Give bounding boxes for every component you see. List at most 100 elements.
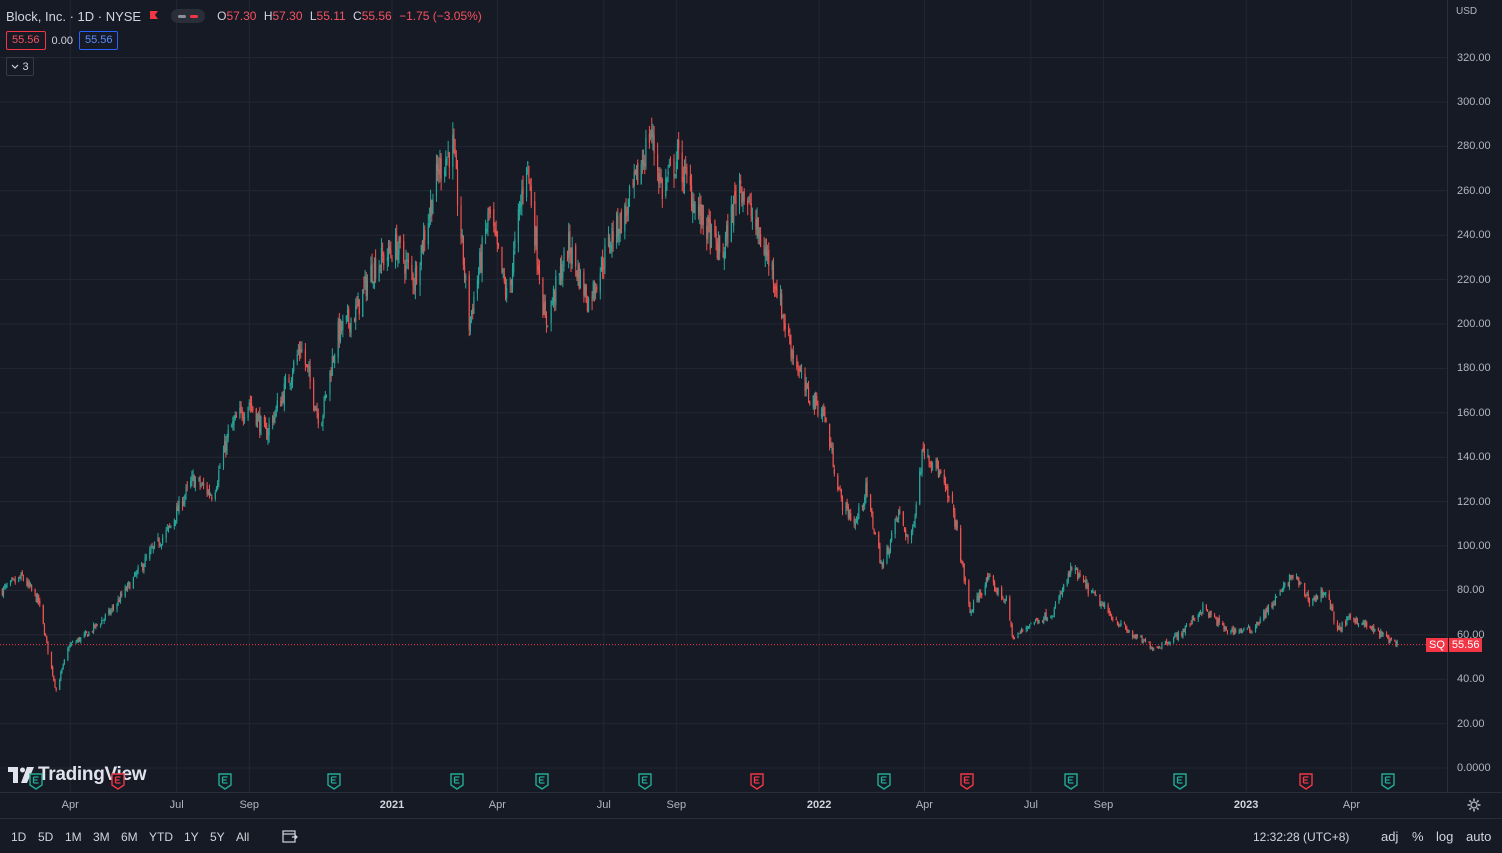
scale-option-button[interactable]: % bbox=[1412, 829, 1424, 844]
earnings-marker-icon[interactable] bbox=[876, 773, 892, 790]
earnings-marker-icon[interactable] bbox=[959, 773, 975, 790]
candle-body bbox=[169, 525, 171, 527]
candle-body bbox=[117, 598, 119, 604]
candle-body bbox=[902, 511, 904, 526]
candle-body bbox=[375, 258, 377, 279]
candle-body bbox=[1158, 647, 1161, 649]
range-button[interactable]: 1Y bbox=[184, 830, 199, 844]
earnings-marker-icon[interactable] bbox=[1380, 773, 1396, 790]
candle-body bbox=[143, 565, 145, 572]
candle-body bbox=[1387, 636, 1389, 639]
candle-body bbox=[538, 267, 541, 281]
indicators-toggle[interactable]: 3 bbox=[6, 57, 34, 76]
candle-body bbox=[1218, 617, 1220, 623]
sell-price[interactable]: 55.56 bbox=[6, 31, 46, 50]
candle-body bbox=[1085, 579, 1087, 588]
currency-label[interactable]: USD bbox=[1456, 6, 1478, 17]
candle-body bbox=[1183, 629, 1185, 633]
close-value: 55.56 bbox=[361, 9, 392, 23]
open-value: 57.30 bbox=[226, 9, 257, 23]
candle-body bbox=[1142, 640, 1144, 643]
earnings-marker-icon[interactable] bbox=[326, 773, 342, 790]
y-tick-label: 60.00 bbox=[1457, 628, 1485, 641]
earnings-marker-icon[interactable] bbox=[1063, 773, 1079, 790]
earnings-marker-icon[interactable] bbox=[534, 773, 550, 790]
gear-icon[interactable] bbox=[1467, 798, 1481, 812]
candle-body bbox=[869, 494, 872, 509]
y-tick-label: 20.00 bbox=[1457, 717, 1485, 730]
earnings-marker-icon[interactable] bbox=[449, 773, 465, 790]
candle-body bbox=[1019, 632, 1021, 634]
scale-option-button[interactable]: adj bbox=[1381, 829, 1399, 844]
chart-area[interactable] bbox=[0, 0, 1447, 792]
candle-body bbox=[1071, 567, 1073, 570]
candle-body bbox=[798, 369, 800, 371]
date-range-icon[interactable] bbox=[282, 829, 298, 843]
range-button[interactable]: All bbox=[236, 830, 250, 844]
range-button[interactable]: 6M bbox=[121, 830, 138, 844]
candle-body bbox=[42, 604, 44, 624]
range-button[interactable]: YTD bbox=[149, 830, 173, 844]
indicators-count: 3 bbox=[22, 60, 29, 73]
candle-body bbox=[1157, 648, 1160, 649]
candle-body bbox=[1243, 628, 1245, 630]
scale-option-button[interactable]: auto bbox=[1466, 829, 1492, 844]
earnings-marker-icon[interactable] bbox=[749, 773, 765, 790]
visibility-toggle[interactable] bbox=[171, 9, 206, 23]
earnings-marker-icon[interactable] bbox=[1298, 773, 1314, 790]
clock-time[interactable]: 12:32:28 (UTC+8) bbox=[1253, 830, 1350, 844]
earnings-marker-icon[interactable] bbox=[637, 773, 653, 790]
range-button[interactable]: 5D bbox=[38, 830, 54, 844]
candle-body bbox=[1305, 595, 1307, 596]
candle-body bbox=[1345, 621, 1347, 625]
candle-body bbox=[751, 216, 753, 220]
candle-body bbox=[707, 216, 709, 237]
earnings-marker-icon[interactable] bbox=[1172, 773, 1188, 790]
scale-option-button[interactable]: log bbox=[1436, 829, 1454, 844]
price-chart[interactable] bbox=[0, 0, 1447, 792]
candle-body bbox=[233, 420, 235, 424]
candle-body bbox=[166, 527, 168, 529]
candle-body bbox=[1102, 605, 1105, 607]
price-axis[interactable]: USD 320.00 300.00 280.00 260.00 240.00 220.00… bbox=[1447, 0, 1502, 792]
earnings-marker-icon[interactable] bbox=[28, 773, 44, 790]
symbol-title[interactable]: Block, Inc. · 1D · NYSE bbox=[6, 8, 142, 24]
range-button[interactable]: 1D bbox=[11, 830, 27, 844]
candle-body bbox=[1045, 612, 1047, 621]
candle-body bbox=[1128, 631, 1130, 633]
candle-body bbox=[1037, 619, 1039, 624]
candle-body bbox=[642, 160, 645, 166]
candle-body bbox=[1173, 638, 1175, 642]
range-button[interactable]: 1M bbox=[65, 830, 82, 844]
buy-price[interactable]: 55.56 bbox=[78, 31, 119, 50]
open-label: O bbox=[217, 9, 227, 23]
time-axis[interactable]: Apr Jul Sep 2021 Apr Jul Sep 2022 Apr Jul Sep 2023 A… bbox=[0, 792, 1502, 819]
earnings-marker-icon[interactable] bbox=[110, 773, 126, 790]
candle-body bbox=[469, 317, 471, 332]
flag-icon[interactable] bbox=[149, 11, 159, 21]
candle-body bbox=[487, 212, 489, 228]
candle-body bbox=[878, 532, 880, 548]
candle-body bbox=[259, 413, 261, 433]
candle-body bbox=[191, 475, 193, 483]
candle-body bbox=[829, 424, 831, 447]
candle-body bbox=[337, 322, 339, 358]
candle-body bbox=[984, 584, 986, 595]
candle-body bbox=[276, 400, 278, 408]
candle-body bbox=[407, 259, 409, 263]
candle-body bbox=[831, 446, 833, 450]
range-button[interactable]: 5Y bbox=[210, 830, 225, 844]
earnings-marker-icon[interactable] bbox=[217, 773, 233, 790]
candle-body bbox=[481, 238, 483, 273]
candle-body bbox=[430, 200, 432, 217]
candle-body bbox=[922, 447, 924, 451]
candle-body bbox=[428, 214, 431, 220]
candle-body bbox=[20, 573, 22, 580]
candle-body bbox=[1094, 591, 1096, 596]
candle-body bbox=[1231, 628, 1233, 631]
range-button[interactable]: 3M bbox=[93, 830, 110, 844]
candle-body bbox=[1185, 624, 1188, 626]
candle-body bbox=[915, 504, 917, 516]
candle-body bbox=[497, 242, 500, 248]
candle-body bbox=[214, 492, 216, 499]
